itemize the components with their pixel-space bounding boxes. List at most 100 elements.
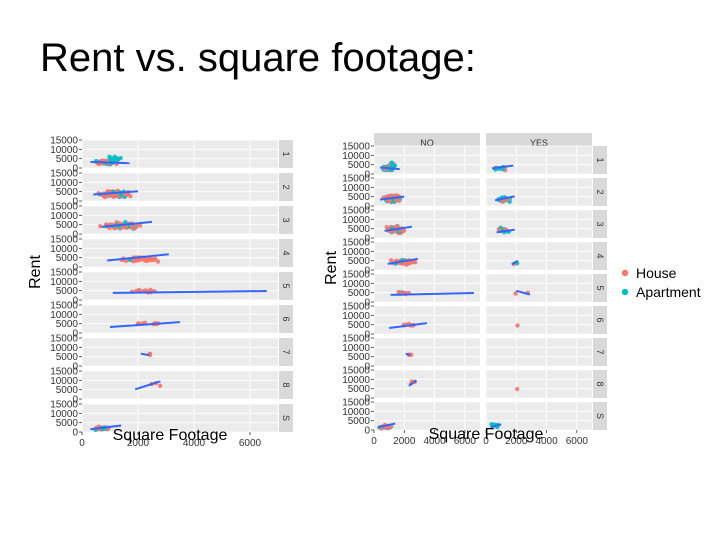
row-strip-label: 1 [281, 151, 291, 156]
fit-line [387, 257, 419, 265]
y-tick-label: 15000 [50, 334, 78, 345]
row-strip-label: 7 [595, 349, 605, 354]
y-tick-label: 10000 [50, 376, 78, 387]
y-tick-label: 5000 [348, 352, 371, 363]
y-tick-label: 5000 [56, 286, 79, 297]
row-strip-label: 2 [281, 184, 291, 189]
y-tick-label: 0 [72, 428, 78, 439]
facet-panel-left-4 [81, 238, 278, 268]
row-strip-background [279, 305, 293, 333]
y-tick-label: 5000 [56, 187, 79, 198]
y-tick-label: 10000 [342, 215, 370, 226]
legend: House Apartment [621, 265, 701, 300]
panel-background [486, 338, 592, 366]
data-point [496, 227, 502, 232]
right-y-axis-label: Rent [323, 251, 340, 285]
row-strip-label: 4 [595, 253, 605, 258]
row-strip-background [593, 242, 607, 270]
data-point [412, 259, 418, 265]
panel-background [486, 402, 592, 430]
y-tick-label: 0 [364, 234, 370, 245]
facet-panel-no-4 [373, 241, 480, 271]
y-tick-label: 10000 [342, 311, 370, 322]
fit-line [389, 322, 428, 330]
row-strip-background [593, 178, 607, 206]
panel-background [82, 272, 278, 300]
row-strip-label: 8 [595, 381, 605, 386]
y-tick-label: 5000 [348, 256, 371, 267]
y-tick-label: 10000 [342, 407, 370, 418]
facet-panel-left-6 [81, 304, 278, 334]
row-strip-5: 5 [593, 274, 607, 302]
y-tick-label: 0 [364, 362, 370, 373]
row-strip-background [279, 272, 293, 300]
panel-background [374, 306, 480, 334]
row-strip-label: 8 [281, 382, 291, 387]
data-point [155, 259, 161, 264]
fit-line [109, 321, 181, 329]
y-tick-label: 15000 [342, 398, 370, 409]
panel-background [374, 210, 480, 238]
data-point [513, 291, 518, 296]
x-axis: 0 2000 4000 6000 [371, 430, 476, 447]
panel-background [374, 338, 480, 366]
fit-line [379, 195, 405, 201]
row-strip-7: 7 [593, 338, 607, 366]
row-strip-label: 2 [595, 189, 605, 194]
facet-panel-left-8 [81, 370, 278, 400]
fit-line [90, 161, 130, 165]
row-strip-background [279, 140, 293, 168]
row-strip-label: 1 [595, 157, 605, 162]
row-strip-background [593, 402, 607, 430]
y-tick-label: 10000 [342, 151, 370, 162]
y-tick-label: 0 [364, 298, 370, 309]
fit-line [93, 190, 139, 196]
x-tick-label: 6000 [454, 436, 477, 447]
y-tick-label: 5000 [56, 154, 79, 165]
y-tick-label: 5000 [56, 253, 79, 264]
fit-line [90, 424, 122, 431]
x-tick-label: 2000 [505, 436, 528, 447]
y-tick-label: 0 [364, 426, 370, 437]
data-point [158, 383, 163, 389]
y-tick-label: 0 [72, 296, 78, 307]
y-tick-label: 15000 [50, 268, 78, 279]
panel-background [486, 210, 592, 238]
row-strip-S: S [279, 404, 293, 432]
facet-panel-no-7 [373, 337, 480, 367]
fit-line [494, 195, 515, 202]
y-tick-label: 0 [364, 330, 370, 341]
row-strip-7: 7 [279, 338, 293, 366]
row-strip-background [279, 239, 293, 267]
data-point [391, 164, 396, 169]
y-tick-label: 5000 [348, 384, 371, 395]
facet-panel-yes-7 [485, 337, 592, 367]
y-tick-label: 5000 [348, 416, 371, 427]
y-tick-label: 15000 [50, 202, 78, 213]
row-strip-label: 6 [595, 317, 605, 322]
facet-panel-yes-8 [485, 369, 592, 399]
y-tick-label: 10000 [342, 375, 370, 386]
x-tick-label: 0 [483, 436, 489, 447]
y-tick-label: 15000 [342, 238, 370, 249]
data-point [98, 224, 103, 229]
y-tick-label: 5000 [348, 192, 371, 203]
fit-line [408, 379, 417, 387]
row-strip-label: 7 [281, 349, 291, 354]
row-strip-label: 5 [281, 283, 291, 288]
row-strip-label: 3 [281, 217, 291, 222]
row-strip-8: 8 [279, 371, 293, 399]
data-point [123, 258, 129, 264]
row-strip-background [593, 370, 607, 398]
y-tick-label: 0 [72, 164, 78, 175]
row-strip-S: S [593, 402, 607, 430]
panel-background [374, 274, 480, 302]
facet-panel-yes-S [485, 401, 592, 431]
data-point [401, 228, 406, 233]
facet-panel-left-3 [81, 205, 278, 235]
